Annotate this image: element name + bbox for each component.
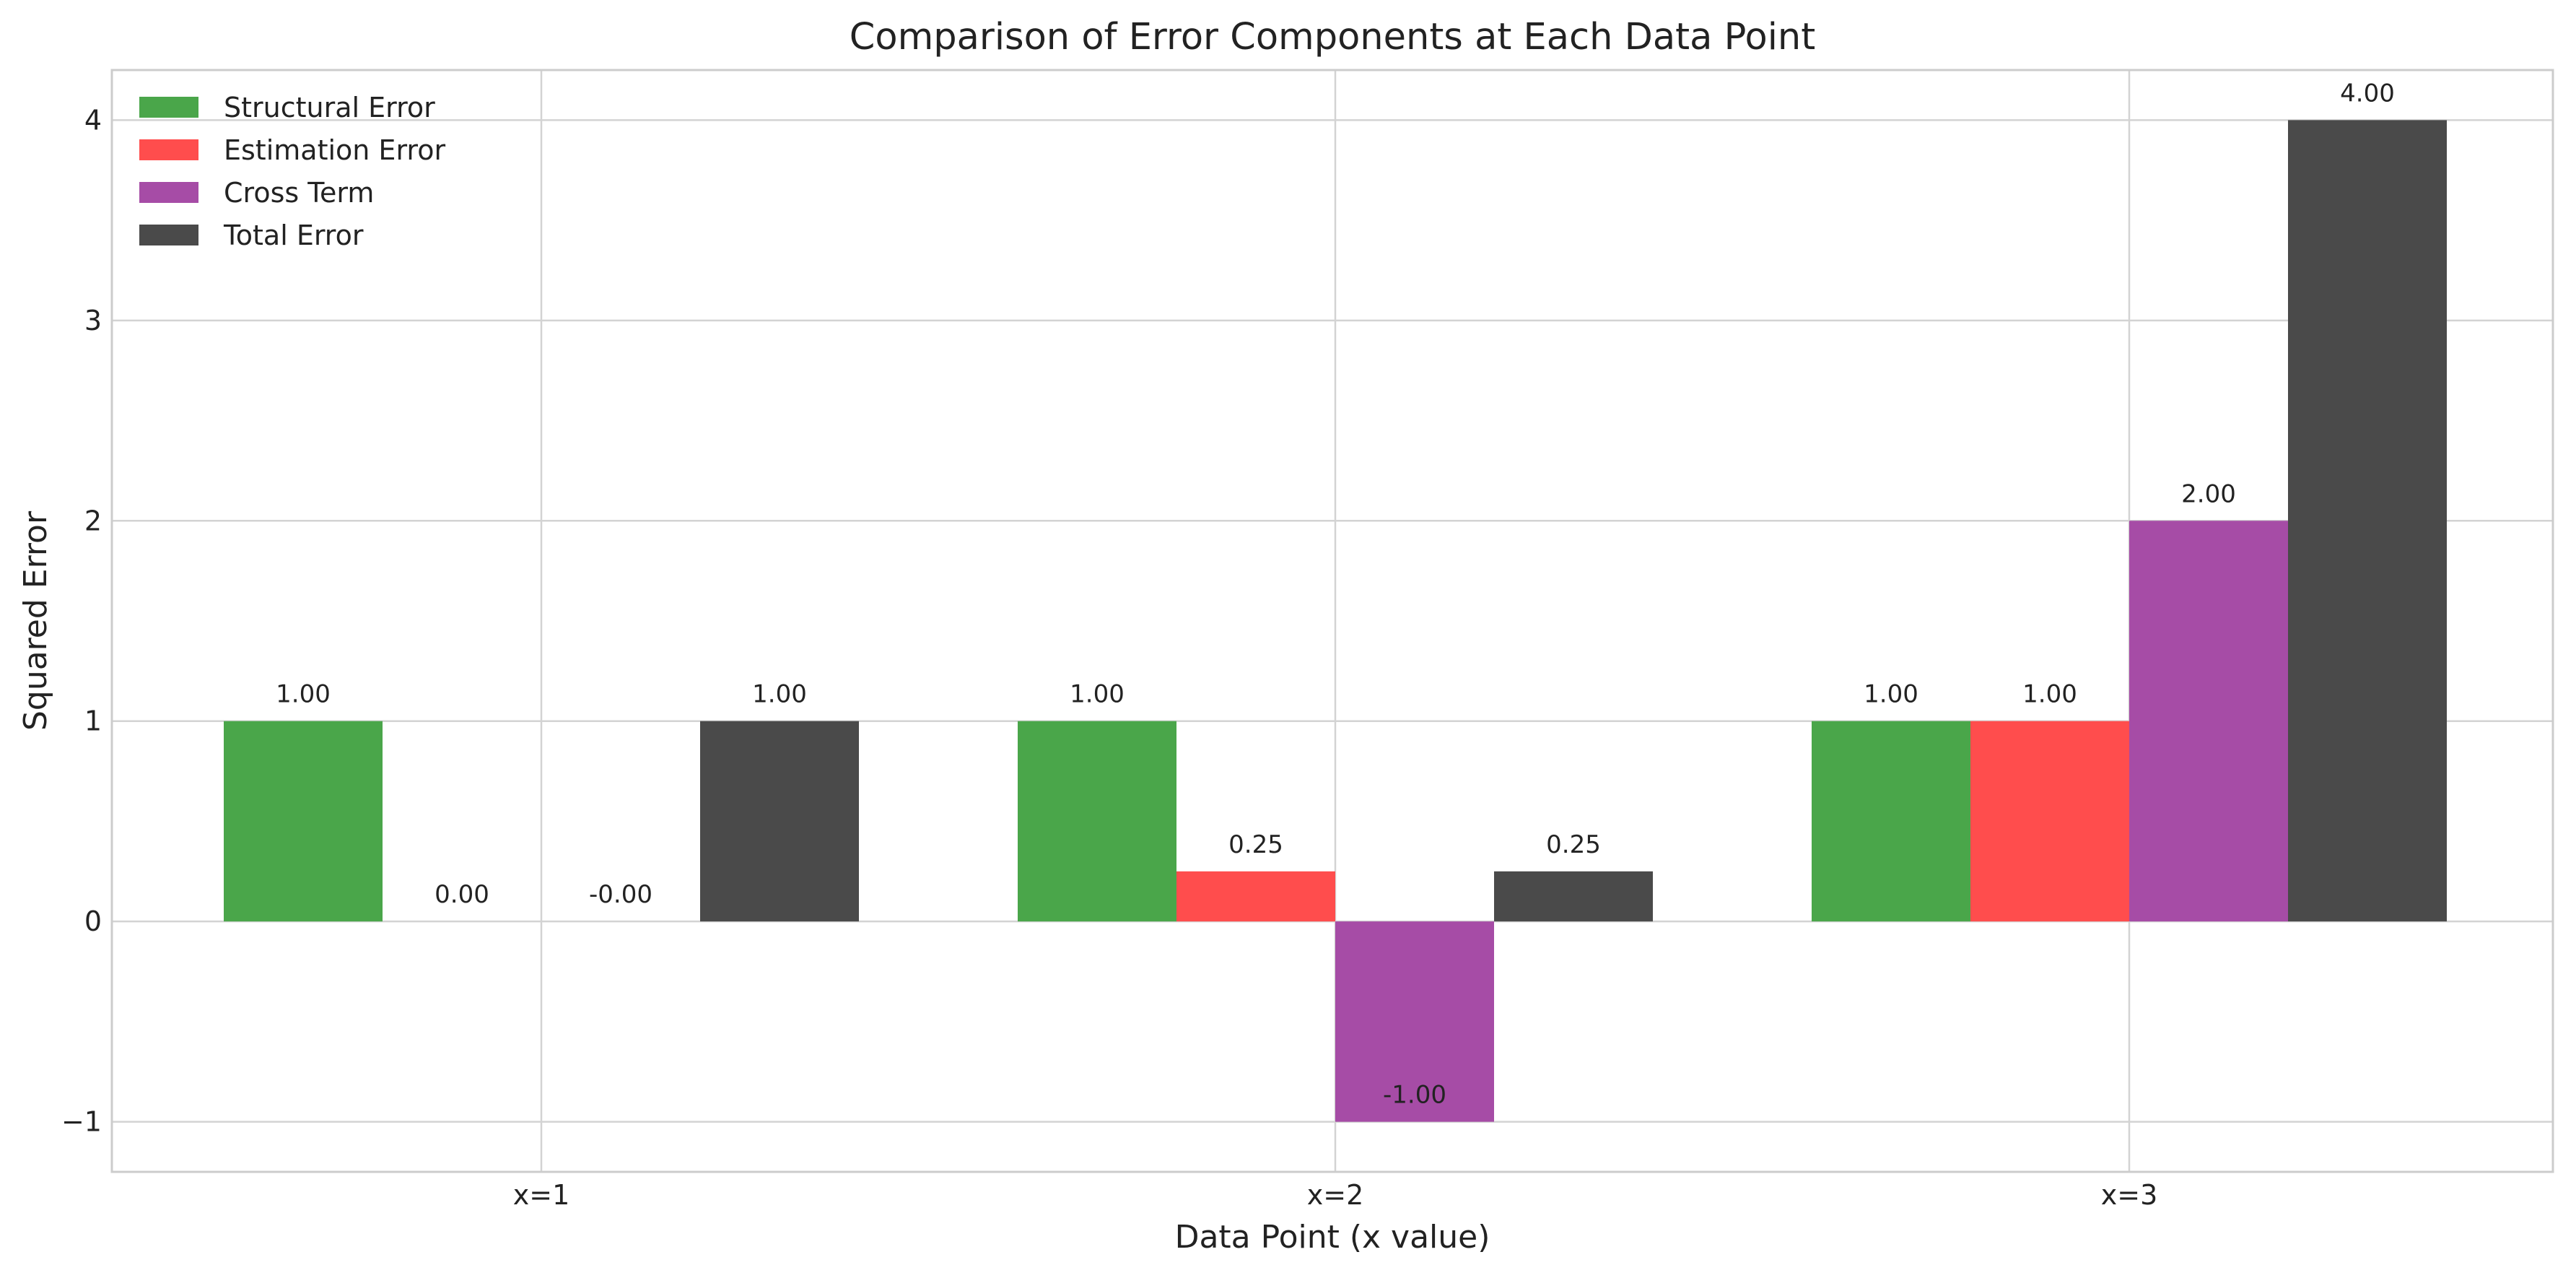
bar-value-label: 0.25 [1546, 830, 1601, 859]
bar [1176, 871, 1335, 922]
legend-swatch [139, 97, 198, 118]
chart-title: Comparison of Error Components at Each D… [850, 16, 1815, 58]
bar-value-label: 2.00 [2181, 479, 2236, 508]
x-axis-label: Data Point (x value) [1175, 1219, 1490, 1256]
y-tick-label: 2 [84, 505, 102, 536]
legend-label: Total Error [223, 219, 364, 251]
legend-swatch [139, 225, 198, 245]
y-tick-label: 4 [84, 104, 102, 136]
plot-frame [110, 69, 2554, 1173]
bar [1970, 721, 2129, 922]
x-tick-label: x=2 [1307, 1179, 1364, 1211]
bar-value-label: 4.00 [2340, 79, 2395, 108]
legend-label: Cross Term [224, 177, 374, 209]
legend: Structural Error Estimation Error Cross Te… [139, 92, 445, 251]
bar [1018, 721, 1176, 922]
y-tick-label: −1 [61, 1106, 102, 1138]
x-tick-labels: x=1 x=2 x=3 [513, 1179, 2158, 1211]
bar-value-label: 0.00 [435, 880, 489, 909]
bar-value-label: 1.00 [752, 680, 807, 709]
bar [1335, 921, 1494, 1122]
legend-label: Structural Error [224, 92, 435, 123]
bar [2129, 521, 2288, 922]
x-tick-label: x=3 [2101, 1179, 2158, 1211]
y-tick-labels: −1 0 1 2 3 4 [61, 104, 102, 1137]
bar-value-label: 1.00 [2022, 680, 2077, 709]
bar-value-label: 1.00 [1070, 680, 1125, 709]
y-tick-label: 0 [84, 905, 102, 937]
legend-swatch [139, 139, 198, 160]
bar-value-label: 1.00 [276, 680, 331, 709]
y-tick-label: 3 [84, 305, 102, 336]
bar-value-label: -1.00 [1383, 1081, 1446, 1110]
y-tick-label: 1 [84, 705, 102, 737]
bar [1812, 721, 1970, 922]
bar [1494, 871, 1653, 922]
bar [700, 721, 859, 922]
x-tick-label: x=1 [513, 1179, 570, 1211]
bar-value-label: 1.00 [1864, 680, 1918, 709]
y-axis-label: Squared Error [17, 510, 54, 731]
bar-labels: 1.00 1.00 1.00 0.00 0.25 1.00 -0.00 -1.00 2.00 1.… [276, 79, 2395, 1109]
legend-label: Estimation Error [224, 134, 445, 166]
legend-swatch [139, 182, 198, 203]
bar [2288, 120, 2447, 922]
bar-value-label: 0.25 [1228, 830, 1283, 859]
bars [224, 120, 2447, 1122]
bar-value-label: -0.00 [589, 880, 652, 909]
bar [224, 721, 383, 922]
